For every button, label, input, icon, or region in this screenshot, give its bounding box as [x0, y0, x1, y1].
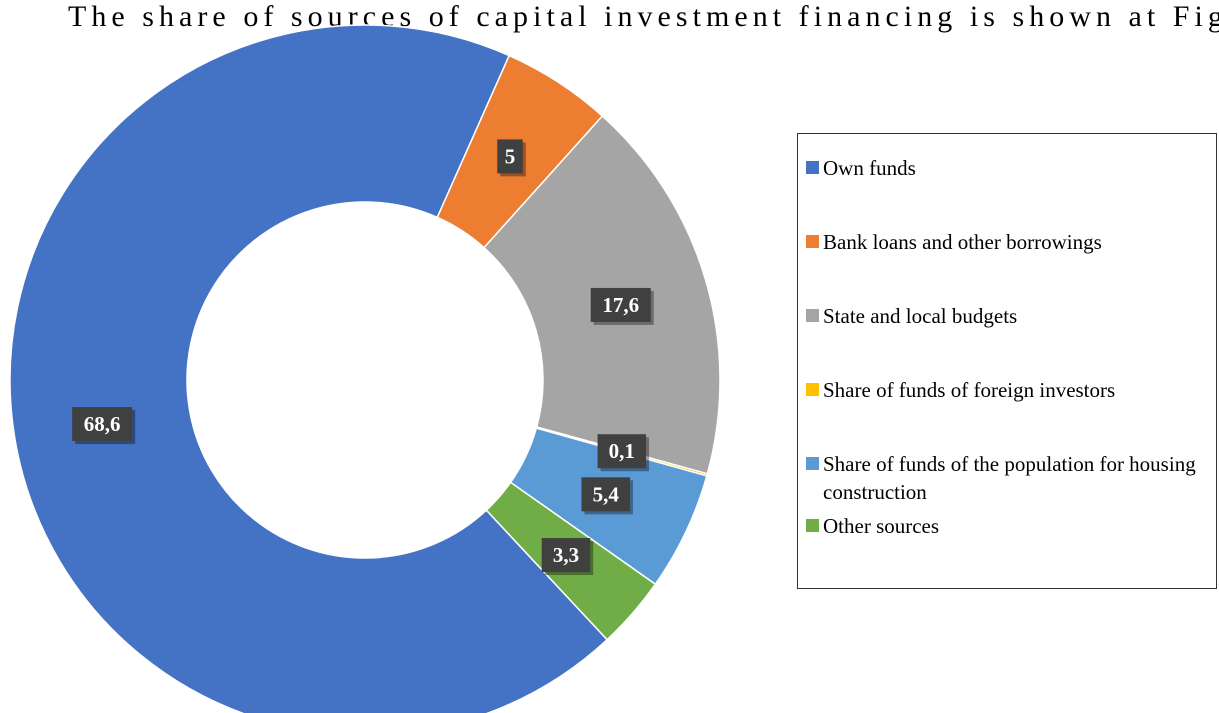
donut-slice — [9, 24, 609, 713]
legend-label: Share of funds of the population for hou… — [823, 452, 1196, 504]
legend-item: Bank loans and other borrowings — [806, 228, 1206, 256]
chart-title: The share of sources of capital investme… — [68, 0, 1219, 33]
legend-label: Own funds — [823, 156, 916, 180]
slices — [9, 24, 721, 713]
value-labels: 68,6 5 17,6 0,1 5,4 3,3 — [72, 139, 654, 576]
legend-label: Other sources — [823, 514, 940, 538]
legend-item: Share of funds of the population for hou… — [806, 450, 1206, 506]
value-label: 17,6 — [602, 293, 639, 317]
legend-swatch — [806, 161, 819, 174]
value-label-box — [597, 434, 647, 469]
legend-label: Bank loans and other borrowings — [823, 230, 1102, 254]
value-label-box — [497, 139, 523, 174]
value-label: 5 — [505, 144, 516, 168]
legend-item: State and local budgets — [806, 302, 1206, 330]
value-label: 68,6 — [84, 412, 121, 436]
legend: Own funds Bank loans and other borrowings… — [797, 133, 1217, 589]
value-label-box — [590, 287, 651, 322]
value-label: 3,3 — [553, 543, 579, 567]
value-label: 5,4 — [593, 482, 620, 506]
value-label: 0,1 — [609, 439, 635, 463]
legend-item: Other sources — [806, 512, 1206, 540]
legend-swatch — [806, 519, 819, 532]
legend-label: Share of funds of foreign investors — [823, 378, 1116, 402]
legend-swatch — [806, 309, 819, 322]
legend-label: State and local budgets — [823, 304, 1018, 328]
legend-item: Own funds — [806, 154, 1206, 182]
value-label-box — [72, 407, 133, 442]
legend-swatch — [806, 383, 819, 396]
value-label-box — [541, 538, 591, 573]
value-label-box — [581, 477, 630, 512]
legend-item: Share of funds of foreign investors — [806, 376, 1206, 404]
legend-swatch — [806, 235, 819, 248]
legend-swatch — [806, 457, 819, 470]
